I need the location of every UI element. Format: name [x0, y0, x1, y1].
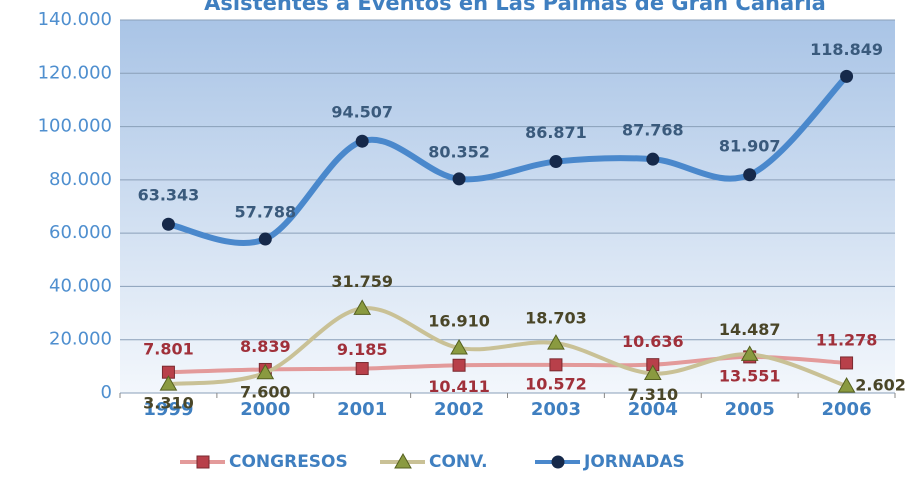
- data-label: 13.551: [719, 366, 781, 385]
- marker: [161, 217, 175, 231]
- legend-label: CONV.: [429, 452, 488, 472]
- data-label: 80.352: [428, 142, 490, 161]
- data-label: 9.185: [337, 340, 388, 359]
- series-line: [166, 306, 849, 389]
- chart-title: Asistentes a Eventos en Las Palmas de Gr…: [204, 0, 826, 15]
- legend-label: CONGRESOS: [229, 452, 348, 472]
- legend-marker: [394, 452, 412, 469]
- data-label: 87.768: [622, 121, 684, 140]
- x-tick-label: 2004: [628, 399, 678, 420]
- x-tick-label: 2002: [434, 399, 484, 420]
- marker: [549, 358, 563, 372]
- y-tick-label: 20.000: [49, 329, 112, 350]
- x-tick-label: 2006: [822, 399, 872, 420]
- data-label: 86.871: [525, 123, 587, 142]
- marker: [452, 358, 466, 372]
- data-label: 57.788: [234, 203, 296, 222]
- data-label: 2.602: [855, 376, 906, 395]
- data-label: 18.703: [525, 309, 587, 328]
- legend-marker: [196, 455, 210, 469]
- marker: [547, 334, 565, 350]
- data-label: 10.572: [525, 374, 587, 393]
- marker: [256, 363, 275, 380]
- marker: [837, 377, 856, 393]
- data-label: 10.411: [428, 377, 490, 396]
- marker: [549, 155, 563, 169]
- marker: [355, 134, 369, 148]
- marker: [740, 345, 759, 361]
- marker: [450, 338, 468, 355]
- data-label: 31.759: [331, 272, 393, 291]
- y-tick-label: 80.000: [49, 169, 112, 190]
- y-tick-label: 0: [101, 382, 112, 403]
- x-tick-label: 2000: [240, 399, 290, 420]
- marker: [840, 69, 854, 83]
- x-tick-label: 1999: [143, 399, 193, 420]
- data-label: 14.487: [719, 320, 781, 339]
- marker: [452, 172, 466, 186]
- legend-label: JORNADAS: [583, 452, 685, 472]
- marker: [355, 362, 369, 376]
- data-label: 7.600: [240, 382, 291, 401]
- y-tick-label: 60.000: [49, 222, 112, 243]
- data-label: 16.910: [428, 311, 490, 330]
- y-tick-label: 120.000: [38, 62, 112, 83]
- data-label: 94.507: [331, 103, 393, 122]
- marker: [743, 168, 757, 182]
- y-tick-label: 40.000: [49, 275, 112, 296]
- marker: [840, 356, 854, 370]
- marker: [258, 232, 272, 246]
- legend-marker: [551, 455, 565, 469]
- y-tick-label: 140.000: [38, 9, 112, 30]
- data-label: 7.801: [143, 340, 194, 359]
- data-label: 11.278: [816, 330, 878, 349]
- data-label: 81.907: [719, 136, 781, 155]
- data-label: 118.849: [810, 40, 883, 59]
- data-label: 7.310: [628, 385, 679, 404]
- data-label: 63.343: [138, 186, 200, 205]
- data-label: 10.636: [622, 332, 684, 351]
- x-tick-label: 2005: [725, 399, 775, 420]
- marker: [643, 364, 662, 381]
- x-tick-label: 2003: [531, 399, 581, 420]
- x-tick-label: 2001: [337, 399, 387, 420]
- marker: [159, 375, 178, 391]
- marker: [353, 299, 372, 315]
- marker: [646, 152, 660, 166]
- y-tick-label: 100.000: [38, 116, 112, 137]
- data-label: 8.839: [240, 337, 291, 356]
- data-label: 3.310: [143, 394, 194, 413]
- plot-area: [120, 20, 895, 393]
